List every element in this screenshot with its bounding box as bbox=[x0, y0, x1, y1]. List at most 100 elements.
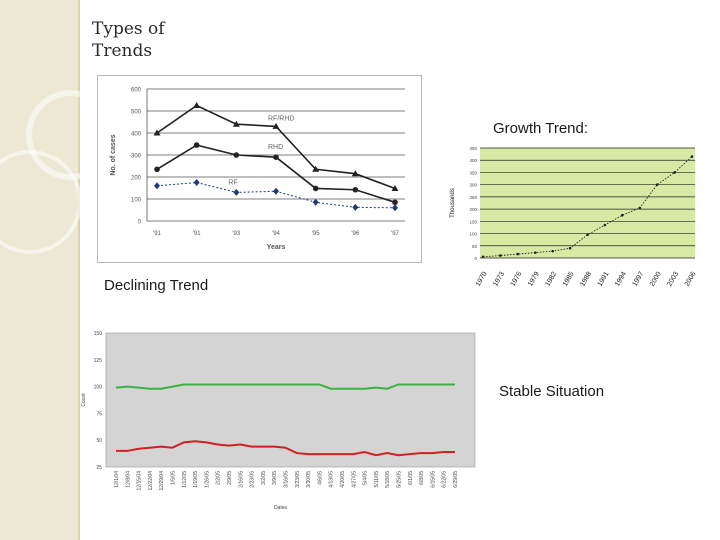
data-point bbox=[568, 246, 572, 250]
x-tick-label: '96 bbox=[351, 231, 359, 237]
data-point bbox=[352, 186, 359, 193]
x-tick-label: 12/8/04 bbox=[125, 471, 131, 488]
x-tick-label: 3/23/05 bbox=[295, 471, 301, 488]
y-tick-label: 400 bbox=[469, 158, 477, 163]
data-point bbox=[273, 187, 279, 195]
x-tick-label: '93 bbox=[232, 231, 240, 237]
y-tick-label: 100 bbox=[131, 198, 142, 204]
y-tick-label: 50 bbox=[472, 244, 478, 249]
x-tick-label: 1970 bbox=[475, 271, 489, 288]
x-tick-label: 5/4/05 bbox=[363, 471, 369, 485]
y-tick-label: 200 bbox=[131, 176, 142, 182]
x-tick-label: 1991 bbox=[597, 271, 611, 288]
x-tick-label: 4/13/05 bbox=[329, 471, 335, 488]
data-point bbox=[621, 213, 624, 217]
data-point bbox=[233, 152, 240, 158]
series-line-red bbox=[116, 440, 455, 457]
x-axis-title: Years bbox=[267, 244, 286, 251]
data-point bbox=[481, 255, 485, 259]
y-tick-label: 450 bbox=[469, 146, 477, 151]
data-point bbox=[655, 183, 659, 186]
data-point bbox=[551, 249, 554, 253]
growth-trend-chart: 0 50 100 150 200 250 300 350 400 450 Thousands 1970… bbox=[450, 146, 698, 288]
data-point bbox=[193, 179, 200, 186]
series-label: RF bbox=[228, 179, 237, 186]
left-decorative-band bbox=[0, 0, 80, 540]
x-tick-label: 6/8/05 bbox=[419, 471, 425, 485]
x-tick-label: 1973 bbox=[492, 271, 506, 288]
y-tick-label: 0 bbox=[474, 256, 477, 261]
y-tick-label: 500 bbox=[131, 110, 142, 116]
x-tick-label: 6/15/05 bbox=[430, 471, 436, 488]
x-tick-label: 2006 bbox=[684, 271, 698, 288]
data-point bbox=[603, 223, 607, 227]
x-tick-label: 3/9/05 bbox=[272, 471, 278, 485]
x-tick-label: 2003 bbox=[666, 271, 680, 288]
y-tick-label: 600 bbox=[131, 88, 142, 94]
data-point bbox=[312, 185, 319, 192]
data-point bbox=[154, 166, 160, 173]
data-point bbox=[193, 102, 201, 108]
x-tick-label: 2/9/05 bbox=[227, 471, 233, 485]
x-tick-label: '97 bbox=[391, 231, 399, 237]
data-point bbox=[193, 142, 200, 148]
data-point bbox=[392, 199, 398, 206]
data-point bbox=[586, 233, 589, 237]
growth-trend-caption: Growth Trend: bbox=[493, 120, 589, 137]
data-point bbox=[312, 198, 319, 206]
x-tick-label: 1994 bbox=[614, 271, 628, 288]
x-tick-label: 1/26/05 bbox=[204, 471, 210, 488]
y-tick-label: 125 bbox=[94, 358, 103, 364]
y-tick-label: 300 bbox=[131, 154, 142, 160]
x-tick-label: 6/29/05 bbox=[453, 471, 459, 488]
x-tick-label: 1/12/05 bbox=[182, 471, 188, 488]
data-point bbox=[352, 203, 359, 211]
x-tick-label: 4/6/05 bbox=[317, 471, 323, 485]
data-point bbox=[392, 204, 398, 212]
x-tick-label: 5/18/05 bbox=[385, 471, 391, 488]
y-tick-label: 350 bbox=[469, 170, 477, 175]
chart-frame bbox=[97, 75, 422, 263]
y-tick-label: 100 bbox=[94, 385, 103, 391]
x-tick-label: 3/30/05 bbox=[306, 471, 312, 488]
series-label: RF/RHD bbox=[268, 115, 294, 122]
data-point bbox=[391, 184, 399, 191]
series-line-green bbox=[115, 383, 455, 390]
slide-title-line-2: Trends bbox=[92, 41, 153, 61]
x-tick-label: 3/2/05 bbox=[261, 471, 267, 485]
y-tick-label: 0 bbox=[138, 220, 142, 226]
data-point bbox=[312, 165, 320, 172]
x-tick-label: 1/19/05 bbox=[193, 471, 199, 488]
data-point bbox=[638, 206, 642, 210]
x-tick-label: 2000 bbox=[649, 271, 663, 288]
x-tick-label: 5/25/05 bbox=[397, 471, 403, 488]
y-axis-title: Count bbox=[81, 393, 87, 407]
y-tick-label: 250 bbox=[469, 195, 477, 200]
x-tick-label: 1/5/05 bbox=[171, 471, 177, 485]
x-tick-label: 6/22/05 bbox=[442, 471, 448, 488]
slide-title-line-1: Types of bbox=[92, 19, 165, 39]
declining-trend-caption: Declining Trend bbox=[104, 277, 209, 294]
data-point bbox=[154, 182, 160, 190]
x-tick-label: 2/23/05 bbox=[250, 471, 256, 488]
x-tick-label: 4/27/05 bbox=[351, 471, 357, 488]
data-point bbox=[153, 129, 161, 136]
y-tick-label: 100 bbox=[469, 232, 477, 237]
x-tick-label: '94 bbox=[272, 231, 280, 237]
x-tick-label: 12/15/04 bbox=[137, 471, 143, 491]
x-axis-title: Dates bbox=[274, 505, 288, 511]
data-point bbox=[673, 171, 676, 174]
x-tick-label: 2/2/05 bbox=[216, 471, 222, 485]
data-point bbox=[351, 170, 359, 177]
x-tick-label: 12/1/04 bbox=[114, 471, 120, 488]
y-tick-label: 300 bbox=[469, 183, 477, 188]
data-point bbox=[272, 122, 280, 129]
data-point bbox=[516, 252, 520, 256]
x-tick-label: 1988 bbox=[579, 271, 593, 288]
plot-area bbox=[480, 148, 695, 258]
y-tick-label: 200 bbox=[469, 207, 477, 212]
declining-trend-chart: 0 100 200 300 400 500 600 '91 '91 '93 '94 '95 '96 '97… bbox=[97, 75, 422, 263]
data-point bbox=[233, 188, 240, 196]
y-tick-label: 150 bbox=[469, 219, 477, 224]
x-tick-label: 5/11/05 bbox=[374, 471, 380, 488]
